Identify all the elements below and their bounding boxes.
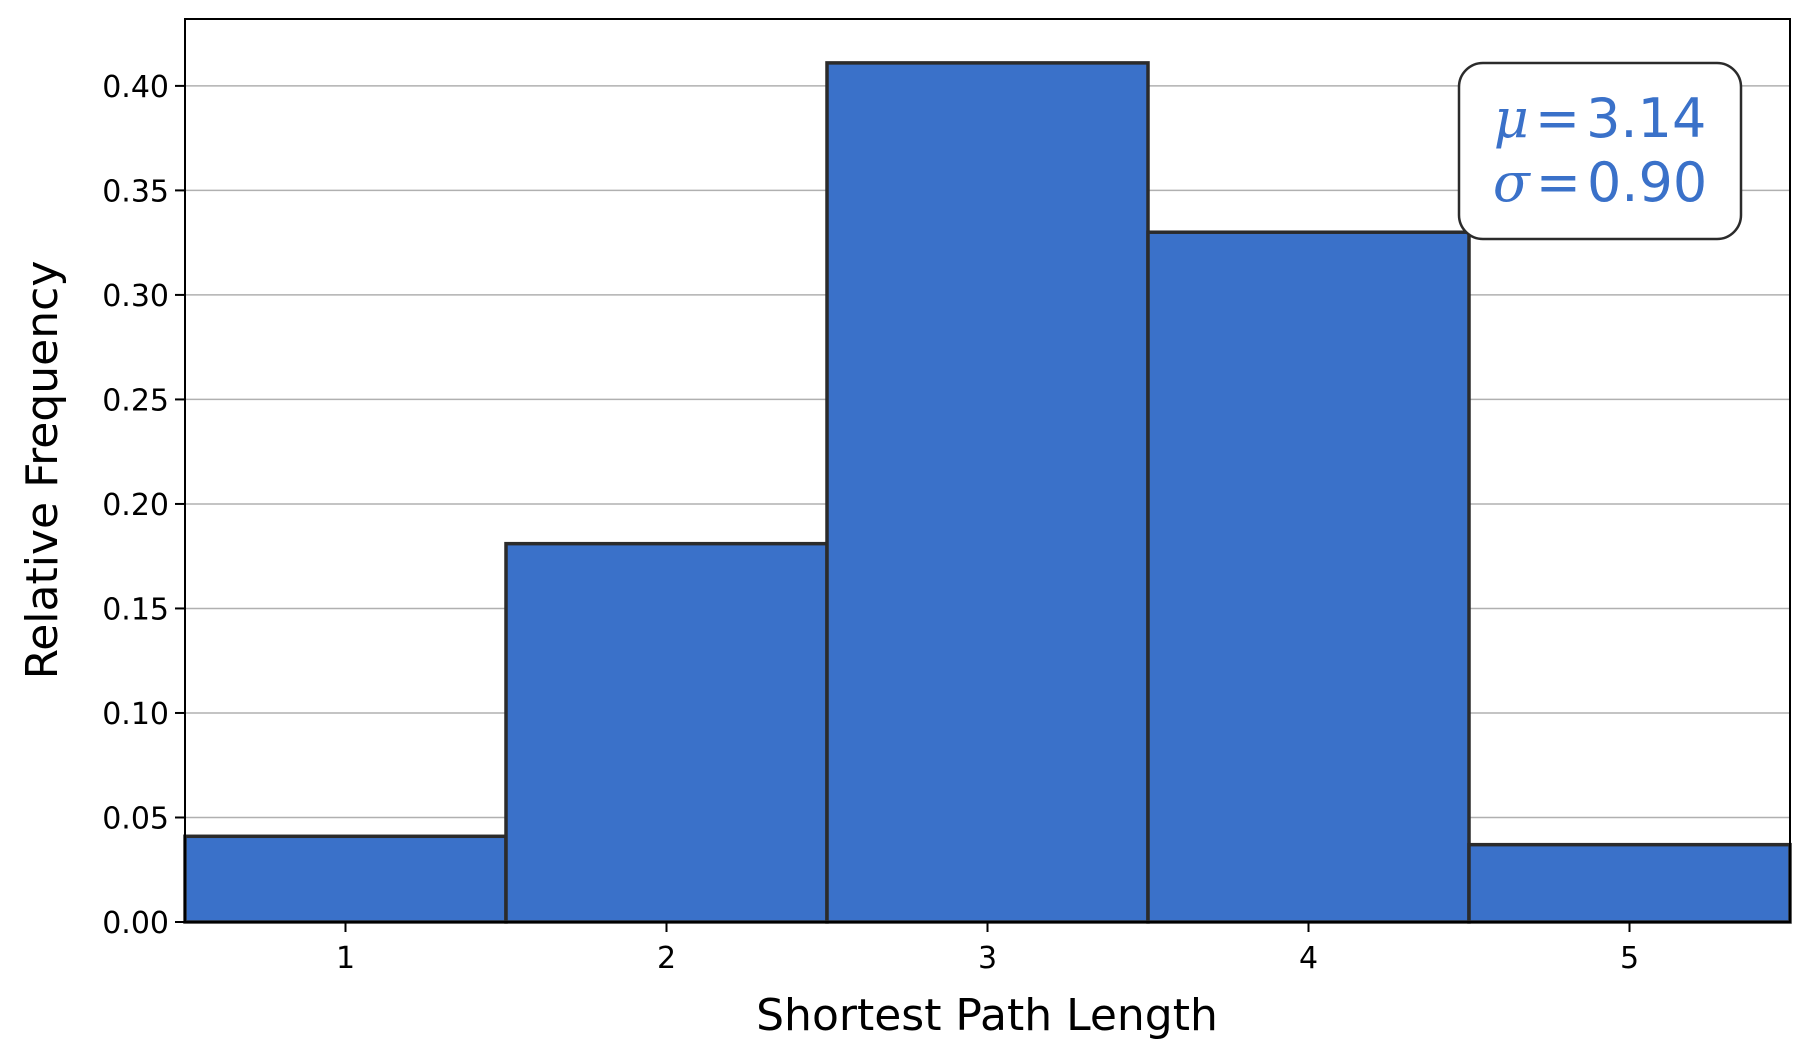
mu-equals: = [1535, 87, 1580, 150]
bars-layer [183, 61, 1792, 924]
stats-box-border [1457, 61, 1743, 241]
x-axis-title: Shortest Path Length [756, 990, 1218, 1041]
mu-value: 3.14 [1586, 87, 1706, 150]
y-tick-label: 0.20 [102, 488, 169, 523]
stats-annotation: μ = 3.14 σ = 0.90 [1457, 61, 1743, 241]
y-tick-label: 0.35 [102, 174, 169, 209]
y-tick-label: 0.30 [102, 279, 169, 314]
histogram-bar [504, 541, 829, 924]
y-tick-label: 0.05 [102, 801, 169, 836]
stats-mu-line: μ = 3.14 [1494, 87, 1707, 150]
stats-sigma-line: σ = 0.90 [1493, 151, 1707, 214]
histogram-bar [825, 61, 1150, 924]
x-tick-label: 3 [978, 941, 997, 976]
sigma-equals: = [1536, 151, 1581, 214]
y-axis-title: Relative Frequency [17, 261, 68, 680]
y-tick-label: 0.40 [102, 70, 169, 105]
x-tick-label: 2 [657, 941, 676, 976]
ticks-layer: 0.00 0.05 0.10 0.15 0.20 0.25 0.30 0.35 0.40 1 2 3 4… [102, 70, 1639, 976]
x-tick-label: 1 [336, 941, 355, 976]
y-tick-label: 0.15 [102, 592, 169, 627]
histogram-bar [1146, 230, 1471, 924]
y-tick-label: 0.10 [102, 697, 169, 732]
sigma-value: 0.90 [1587, 151, 1707, 214]
histogram-bar [1467, 842, 1792, 924]
y-tick-label: 0.25 [102, 383, 169, 418]
x-tick-label: 4 [1299, 941, 1318, 976]
sigma-symbol: σ [1493, 151, 1532, 214]
mu-symbol: μ [1494, 87, 1529, 150]
y-tick-label: 0.00 [102, 906, 169, 941]
x-tick-label: 5 [1620, 941, 1639, 976]
histogram-bar [183, 834, 508, 924]
